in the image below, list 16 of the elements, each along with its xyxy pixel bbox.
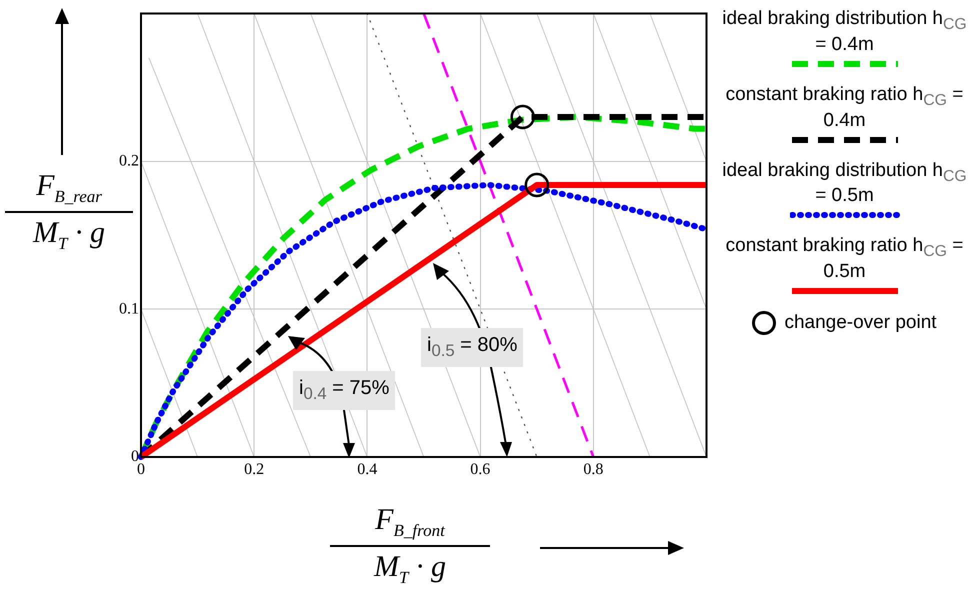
x-tick-label: 0.6: [470, 460, 490, 478]
annotation: i$_{0.5}$ = 80%: [421, 328, 524, 367]
x-tick-label: 0.8: [583, 460, 604, 478]
y-tick-label: 0.2: [119, 152, 139, 170]
text: ideal braking distribution h$_{CG}$ = 0.4m: [722, 8, 967, 55]
text: constant braking ratio h$_{CG}$ = 0.5m: [726, 235, 964, 282]
annotation: i$_{0.4}$ = 75%: [293, 371, 396, 410]
legend-label: change-over point: [784, 312, 937, 334]
x-tick-label: 0.4: [357, 460, 378, 478]
text: ideal braking distribution h$_{CG}$ = 0.5m: [722, 160, 967, 206]
y-tick-label: 0.1: [119, 300, 139, 318]
x-axis-title: F$_{B_front}$ M$_{T}$ · g: [372, 502, 447, 589]
y-tick-label: 0: [131, 448, 139, 466]
text: constant braking ratio h$_{CG}$ = 0.4m: [726, 84, 964, 131]
y-axis-title: F$_{B_rear}$ M$_{T}$ · g: [32, 168, 106, 255]
x-tick-label: 0.2: [244, 460, 264, 478]
